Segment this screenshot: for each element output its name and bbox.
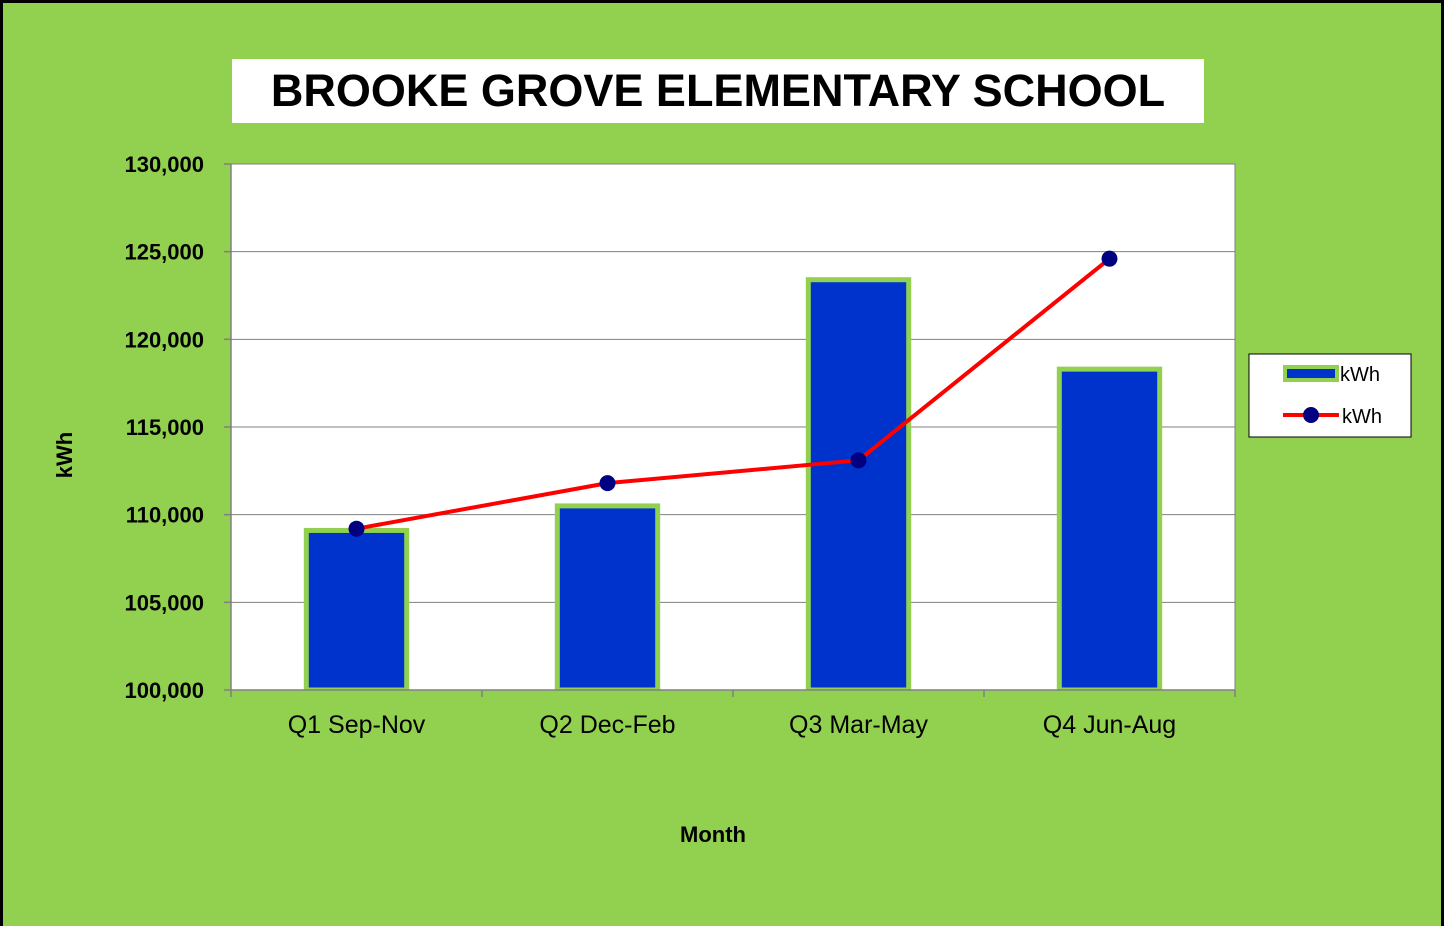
y-tick-label: 110,000 [126, 503, 204, 528]
x-tick-label: Q3 Mar-May [789, 711, 928, 739]
y-axis-tick-labels: 100,000 105,000 110,000 115,000 120,000 125,0… [124, 152, 204, 703]
legend-bar-label: kWh [1340, 364, 1380, 386]
y-tick-label: 100,000 [124, 678, 204, 703]
bar [554, 503, 661, 693]
line-point [348, 520, 365, 537]
y-tick-label: 105,000 [124, 590, 204, 615]
bar-series [303, 277, 1163, 693]
legend-line-marker [1303, 407, 1319, 423]
legend: kWh kWh [1248, 353, 1412, 438]
legend-bar-swatch [1283, 365, 1339, 382]
series-line [356, 257, 1111, 531]
x-tick-label: Q2 Dec-Feb [539, 711, 675, 739]
legend-line-label: kWh [1342, 406, 1382, 428]
y-tick-label: 120,000 [124, 327, 204, 352]
x-axis-tick-labels: Q1 Sep-Nov Q2 Dec-Feb Q3 Mar-May Q4 Jun-Aug [288, 711, 1176, 739]
chart-title-box: BROOKE GROVE ELEMENTARY SCHOOL [232, 59, 1204, 123]
bar [303, 527, 410, 693]
line-point [599, 475, 616, 492]
x-tick-label: Q4 Jun-Aug [1043, 711, 1176, 739]
bar [1056, 366, 1163, 693]
line-series [348, 250, 1118, 537]
x-axis-title: Month [680, 822, 746, 847]
y-tick-label: 115,000 [126, 415, 204, 440]
y-axis-title: kWh [52, 432, 77, 478]
bar [805, 277, 912, 693]
y-tick-label: 125,000 [124, 240, 204, 265]
line-point [850, 452, 867, 469]
x-tick-label: Q1 Sep-Nov [288, 711, 426, 739]
chart-title: BROOKE GROVE ELEMENTARY SCHOOL [270, 65, 1166, 116]
y-tick-label: 130,000 [124, 152, 204, 177]
axes [224, 163, 1236, 697]
line-point [1101, 250, 1118, 267]
